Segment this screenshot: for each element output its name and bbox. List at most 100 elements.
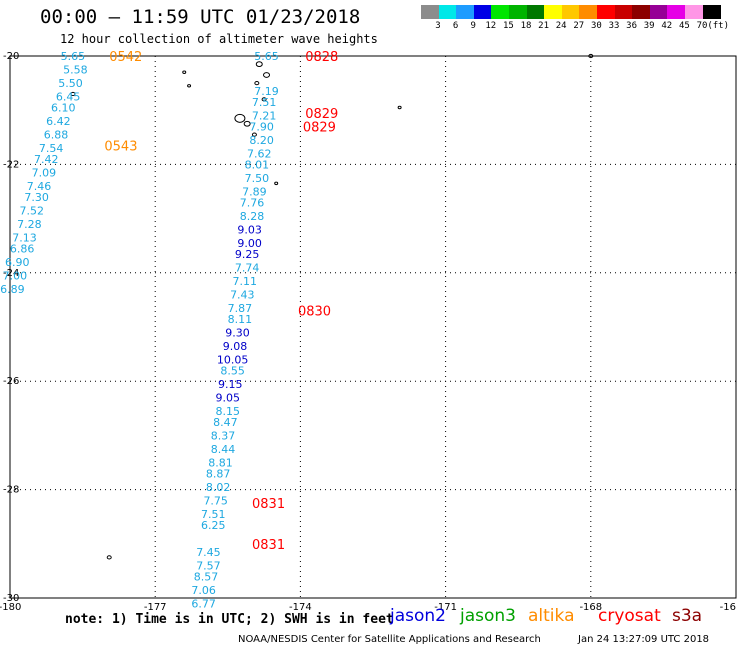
time-label: 0543	[104, 139, 137, 154]
colorbar-swatch	[544, 5, 563, 19]
island-coastlines	[70, 53, 594, 560]
legend-jason3: jason3	[460, 606, 516, 626]
wave-height-label: 8.87	[206, 467, 231, 480]
wave-height-label: 7.75	[203, 494, 228, 507]
colorbar-label: 24	[555, 21, 567, 31]
wave-height-label: 7.06	[191, 584, 216, 597]
lon-tick-label: -16	[720, 602, 736, 612]
altimeter-tracks: 5.655.585.506.456.106.426.887.547.427.09…	[0, 50, 338, 610]
wave-height-label: 7.13	[12, 232, 37, 245]
island-outline	[243, 120, 251, 127]
colorbar-label: 6	[452, 21, 459, 31]
map-subtitle: 12 hour collection of altimeter wave hei…	[60, 32, 378, 46]
wave-height-label: 5.65	[61, 50, 86, 63]
wave-height-label: 7.19	[254, 85, 279, 98]
lon-tick-label: -171	[434, 602, 457, 612]
wave-height-label: 7.11	[232, 275, 257, 288]
footer-note: note: 1) Time is in UTC; 2) SWH is in fe…	[65, 612, 394, 627]
island-outline	[588, 53, 594, 59]
colorbar-label: 9	[470, 21, 476, 31]
wave-height-label: 6.25	[201, 519, 226, 532]
colorbar-swatch	[632, 5, 651, 19]
track-cryosat: 5.657.197.517.217.908.207.628.017.507.89…	[191, 50, 338, 610]
wave-height-label: 9.03	[237, 223, 262, 236]
wave-height-label: 9.05	[216, 391, 241, 404]
wave-height-label: 6.86	[10, 242, 35, 255]
wave-height-label: 8.37	[211, 429, 236, 442]
axis-tick-labels: -180 -177 -174 -171 -168 -16 -20 -22 -24 -26 -28 -3…	[0, 51, 736, 612]
colorbar-swatch	[702, 5, 721, 19]
island-outline	[397, 105, 402, 110]
colorbar-swatch	[649, 5, 668, 19]
island-outline	[254, 81, 260, 86]
wave-height-label: 8.57	[194, 570, 219, 583]
colorbar-swatch	[685, 5, 703, 19]
time-label: 0831	[252, 497, 285, 512]
wave-height-label: 6.45	[56, 91, 81, 104]
island-outline	[106, 555, 112, 560]
wave-height-label: 5.50	[58, 77, 83, 90]
colorbar-swatch	[597, 5, 615, 19]
wave-height-label: 7.50	[245, 172, 270, 185]
map-plot: -180 -177 -174 -171 -168 -16 -20 -22 -24 -26 -28 -3…	[0, 50, 737, 612]
lon-tick-label: -180	[0, 602, 21, 612]
wave-height-label: 7.09	[32, 167, 57, 180]
colorbar-swatch	[456, 5, 475, 19]
legend-cryosat: cryosat	[598, 606, 661, 626]
island-outline	[263, 72, 271, 78]
island-outline	[255, 61, 263, 68]
wave-height-label: 6.88	[44, 129, 69, 142]
colorbar-swatch	[614, 5, 633, 19]
wave-height-label: 9.08	[223, 340, 248, 353]
island-outline	[234, 113, 246, 123]
wave-height-label: 7.90	[249, 120, 274, 133]
lat-tick-label: -28	[3, 485, 19, 496]
colorbar-label: 30	[590, 21, 602, 31]
colorbar-swatch	[421, 5, 439, 19]
lon-tick-label: -174	[289, 602, 312, 612]
colorbar-swatch	[526, 5, 545, 19]
wave-height-label: 8.44	[211, 443, 236, 456]
colorbar-swatch	[561, 5, 580, 19]
wave-height-label: 7.46	[27, 180, 52, 193]
colorbar-label: 27	[573, 21, 585, 31]
colorbar-swatch	[579, 5, 598, 19]
lon-tick-label: -168	[579, 602, 602, 612]
wave-height-label: 6.77	[191, 597, 216, 610]
time-label: 0542	[109, 50, 142, 65]
wave-height-label: 6.90	[5, 256, 30, 269]
wave-height-label: 8.55	[220, 364, 245, 377]
colorbar-label: 3	[435, 21, 441, 31]
colorbar-swatch	[667, 5, 686, 19]
legend-s3a: s3a	[672, 606, 703, 626]
lat-tick-label: -30	[3, 593, 19, 604]
wave-height-label: 7.76	[240, 196, 265, 209]
colorbar-unit: (ft)	[707, 21, 730, 31]
footer-credit: NOAA/NESDIS Center for Satellite Applica…	[238, 634, 541, 645]
island-outline	[182, 70, 187, 74]
legend-jason2: jason2	[390, 606, 446, 626]
wave-height-label: 7.45	[196, 546, 221, 559]
wave-height-label: 7.51	[201, 508, 226, 521]
wave-height-label: 7.30	[24, 191, 49, 204]
wave-height-label: 8.02	[206, 481, 231, 494]
wave-height-label: 7.62	[247, 148, 272, 161]
legend-altika: altika	[528, 606, 575, 626]
wave-height-label: 7.00	[3, 270, 28, 283]
wave-height-label: 8.01	[245, 158, 270, 171]
wave-height-label: 7.54	[39, 142, 64, 155]
wave-height-label: 7.74	[235, 261, 260, 274]
time-label: 0830	[298, 305, 331, 320]
wave-height-label: 5.58	[63, 64, 88, 77]
lat-tick-label: -20	[3, 51, 19, 62]
island-outline	[187, 84, 192, 88]
lat-tick-label: -22	[3, 159, 19, 170]
colorbar-label: 39	[643, 21, 655, 31]
colorbar-label: 70	[696, 21, 708, 31]
grid-lines	[10, 56, 736, 598]
island-outline	[251, 132, 257, 137]
colorbar-label: 45	[678, 21, 690, 31]
island-outline	[70, 91, 76, 97]
wave-height-label: 7.28	[17, 218, 42, 231]
wave-height-label: 8.28	[240, 210, 265, 223]
